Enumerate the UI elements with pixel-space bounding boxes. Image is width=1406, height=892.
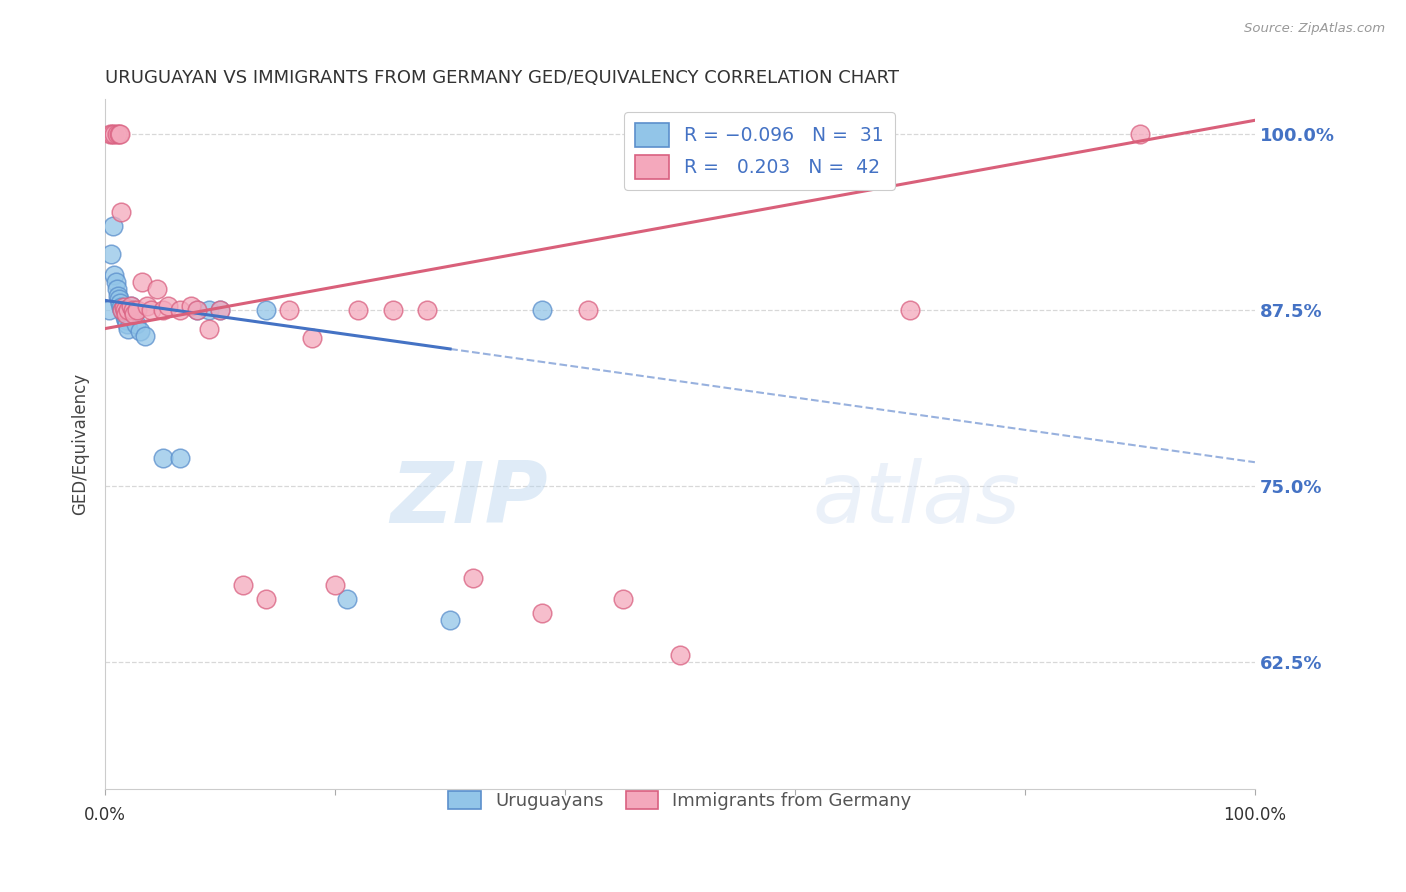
Text: ZIP: ZIP bbox=[391, 458, 548, 541]
Point bbox=[898, 303, 921, 318]
Point bbox=[101, 128, 124, 142]
Point bbox=[117, 303, 139, 318]
Point bbox=[108, 128, 131, 142]
Point bbox=[135, 299, 157, 313]
Text: atlas: atlas bbox=[813, 458, 1021, 541]
Legend: Uruguayans, Immigrants from Germany: Uruguayans, Immigrants from Germany bbox=[441, 784, 920, 818]
Text: 100.0%: 100.0% bbox=[1223, 805, 1286, 823]
Point bbox=[612, 591, 634, 606]
Point bbox=[122, 308, 145, 322]
Point bbox=[186, 303, 208, 318]
Point bbox=[122, 308, 145, 322]
Point bbox=[97, 303, 120, 318]
Point bbox=[169, 450, 191, 465]
Point bbox=[531, 303, 554, 318]
Point bbox=[254, 591, 277, 606]
Point bbox=[105, 282, 128, 296]
Point bbox=[100, 247, 122, 261]
Text: URUGUAYAN VS IMMIGRANTS FROM GERMANY GED/EQUIVALENCY CORRELATION CHART: URUGUAYAN VS IMMIGRANTS FROM GERMANY GED… bbox=[105, 69, 900, 87]
Point bbox=[197, 303, 219, 318]
Point bbox=[103, 219, 125, 233]
Point bbox=[114, 303, 136, 318]
Point bbox=[104, 275, 127, 289]
Point bbox=[209, 303, 232, 318]
Point bbox=[336, 591, 359, 606]
Point bbox=[117, 321, 139, 335]
Point bbox=[169, 303, 191, 318]
Point bbox=[1129, 128, 1152, 142]
Point bbox=[232, 577, 254, 591]
Point bbox=[134, 328, 156, 343]
Point bbox=[186, 303, 208, 318]
Point bbox=[141, 303, 163, 318]
Point bbox=[531, 606, 554, 620]
Point bbox=[110, 301, 132, 315]
Point bbox=[127, 303, 149, 318]
Point bbox=[120, 299, 142, 313]
Point bbox=[115, 308, 138, 322]
Point bbox=[110, 204, 132, 219]
Point bbox=[115, 318, 138, 332]
Point bbox=[278, 303, 301, 318]
Point bbox=[576, 303, 599, 318]
Point bbox=[381, 303, 404, 318]
Point bbox=[121, 303, 143, 318]
Point bbox=[115, 313, 138, 327]
Text: 0.0%: 0.0% bbox=[84, 805, 127, 823]
Point bbox=[197, 321, 219, 335]
Point bbox=[108, 292, 131, 306]
Point bbox=[209, 303, 232, 318]
Point bbox=[103, 128, 125, 142]
Point bbox=[461, 571, 484, 585]
Point bbox=[669, 648, 692, 662]
Point bbox=[108, 296, 131, 310]
Point bbox=[180, 299, 202, 313]
Point bbox=[439, 613, 461, 627]
Point bbox=[128, 324, 150, 338]
Point bbox=[98, 128, 121, 142]
Point bbox=[111, 303, 134, 318]
Point bbox=[254, 303, 277, 318]
Point bbox=[157, 299, 180, 313]
Point bbox=[103, 268, 125, 282]
Point bbox=[323, 577, 346, 591]
Point bbox=[112, 306, 135, 320]
Point bbox=[152, 303, 174, 318]
Point bbox=[131, 275, 153, 289]
Point bbox=[416, 303, 439, 318]
Point bbox=[105, 128, 128, 142]
Point bbox=[107, 289, 129, 303]
Point bbox=[112, 301, 135, 315]
Point bbox=[120, 299, 142, 313]
Point bbox=[111, 303, 134, 318]
Point bbox=[114, 310, 136, 325]
Point bbox=[301, 331, 323, 345]
Point bbox=[108, 128, 131, 142]
Point bbox=[125, 318, 148, 332]
Point bbox=[152, 450, 174, 465]
Y-axis label: GED/Equivalency: GED/Equivalency bbox=[72, 373, 89, 515]
Text: Source: ZipAtlas.com: Source: ZipAtlas.com bbox=[1244, 22, 1385, 36]
Point bbox=[146, 282, 169, 296]
Point bbox=[347, 303, 370, 318]
Point bbox=[121, 303, 143, 318]
